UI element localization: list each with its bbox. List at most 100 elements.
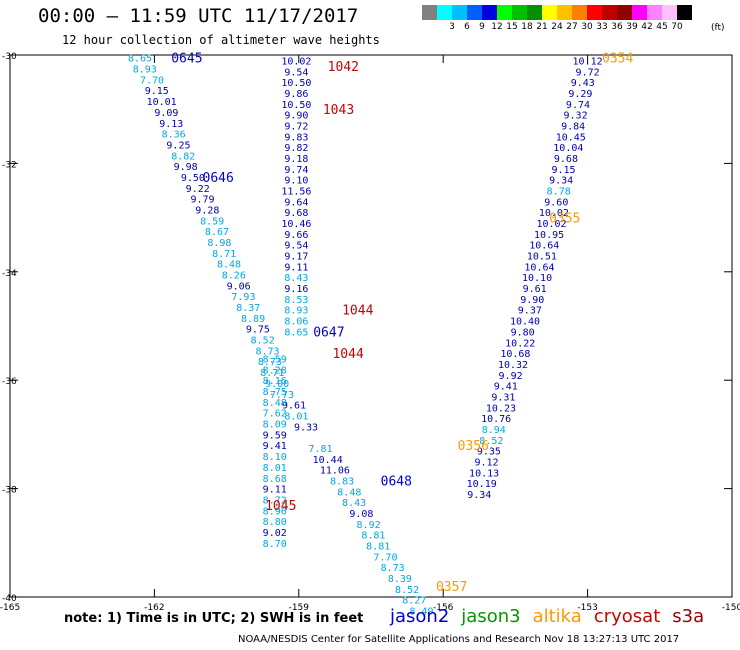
pass-time-label: 1042 [328, 60, 359, 75]
swh-value: 10.95 [534, 230, 564, 241]
swh-value: 9.72 [576, 67, 600, 78]
swh-value: 8.89 [241, 314, 265, 325]
swh-value: 8.53 [284, 295, 308, 306]
swh-value: 9.90 [284, 111, 308, 122]
pass-time-label: 0354 [602, 52, 633, 67]
pass-time-label: 0646 [203, 171, 234, 186]
satellite-legend-item: cryosat [593, 606, 661, 627]
page-subtitle: 12 hour collection of altimeter wave hei… [62, 33, 380, 47]
pass-time-label: 1044 [332, 347, 363, 362]
pass-time-label: 0356 [458, 439, 489, 454]
swh-value: 9.08 [349, 509, 373, 520]
footer-note: note: 1) Time is in UTC; 2) SWH is in fe… [64, 611, 364, 626]
color-scale-label: 27 [566, 22, 578, 32]
swh-value: 10.02 [539, 208, 569, 219]
swh-value: 8.48 [337, 487, 361, 498]
swh-value: 11.06 [320, 466, 350, 477]
swh-value: 9.79 [190, 195, 214, 206]
swh-value: 9.86 [284, 89, 308, 100]
swh-value: 9.98 [174, 162, 198, 173]
swh-value: 9.31 [491, 392, 515, 403]
swh-value: 9.34 [549, 176, 573, 187]
color-scale-swatch [437, 5, 452, 20]
swh-value: 8.26 [222, 271, 246, 282]
color-scale-label: 30 [581, 22, 593, 32]
swh-value: 9.35 [477, 447, 501, 458]
color-scale-label: 6 [464, 22, 470, 32]
swh-value: 9.41 [263, 441, 287, 452]
swh-value: 8.43 [342, 498, 366, 509]
swh-value: 10.45 [556, 132, 586, 143]
swh-value: 9.11 [284, 262, 308, 273]
satellite-legend-item: altika [532, 606, 582, 627]
swh-value: 8.01 [284, 411, 308, 422]
swh-value: 9.41 [494, 382, 518, 393]
swh-value: 8.06 [284, 317, 308, 328]
color-scale-swatch [497, 5, 512, 20]
color-scale-swatch [587, 5, 602, 20]
pass-time-label: 1044 [342, 304, 373, 319]
swh-value: 8.71 [212, 249, 236, 260]
lat-label: -34 [2, 269, 17, 279]
swh-value: 10.19 [467, 479, 497, 490]
swh-value: 9.61 [282, 401, 306, 412]
swh-value: 9.61 [523, 284, 547, 295]
lon-label: -159 [289, 603, 310, 613]
swh-value: 9.54 [284, 241, 308, 252]
swh-value: 8.52 [395, 585, 419, 596]
pass-time-label: 0647 [313, 325, 344, 340]
swh-value: 8.59 [200, 216, 224, 227]
swh-value: 9.13 [159, 119, 183, 130]
color-scale-swatch [602, 5, 617, 20]
satellite-legend-item: jason3 [461, 606, 521, 627]
swh-value: 8.75 [263, 387, 287, 398]
swh-value: 9.68 [554, 154, 578, 165]
swh-value: 9.09 [154, 108, 178, 119]
swh-value: 9.54 [284, 67, 308, 78]
swh-value: 8.94 [482, 425, 506, 436]
color-scale-label: 18 [521, 22, 533, 32]
color-scale-legend: 3 6 9 12 15 18 21 24 27 30 33 36 39 42 45 70 [422, 5, 692, 34]
swh-value: 9.16 [284, 284, 308, 295]
color-scale-label: 33 [596, 22, 608, 32]
swh-value: 8.80 [263, 517, 287, 528]
swh-value: 10.46 [281, 219, 311, 230]
color-scale-swatch [677, 5, 692, 20]
swh-value: 8.48 [217, 260, 241, 271]
swh-value: 10.23 [486, 403, 516, 414]
swh-value: 8.65 [284, 327, 308, 338]
swh-value: 9.18 [284, 154, 308, 165]
swh-value: 9.10 [284, 176, 308, 187]
satellite-legend-item: s3a [672, 606, 705, 627]
swh-value: 8.37 [236, 303, 260, 314]
swh-value: 7.62 [263, 409, 287, 420]
swh-value: 9.00 [265, 379, 289, 390]
swh-value: 7.81 [308, 444, 332, 455]
swh-value: 9.75 [246, 325, 270, 336]
swh-value: 8.52 [251, 336, 275, 347]
color-scale-label: 42 [641, 22, 653, 32]
swh-value: 10.64 [524, 262, 554, 273]
swh-value: 7.73 [270, 390, 294, 401]
swh-value: 10.64 [529, 241, 559, 252]
swh-value: 8.73 [255, 346, 279, 357]
lat-label: -36 [2, 377, 17, 387]
swh-value: 9.34 [467, 490, 491, 501]
lon-label: -153 [577, 603, 597, 613]
swh-value: 9.06 [227, 281, 251, 292]
swh-value: 10.02 [281, 56, 311, 67]
color-scale-swatch [527, 5, 542, 20]
swh-value: 8.73 [381, 563, 405, 574]
swh-value: 9.60 [544, 197, 568, 208]
color-scale-swatch [572, 5, 587, 20]
swh-value: 9.92 [499, 371, 523, 382]
color-scale-swatch [647, 5, 662, 20]
swh-value: 8.82 [171, 151, 195, 162]
swh-value: 8.93 [133, 65, 157, 76]
swh-value: 9.29 [568, 89, 592, 100]
swh-value: 9.90 [520, 295, 544, 306]
swh-value: 10.01 [147, 97, 177, 108]
swh-value: 9.66 [284, 230, 308, 241]
swh-value: 8.68 [263, 474, 287, 485]
